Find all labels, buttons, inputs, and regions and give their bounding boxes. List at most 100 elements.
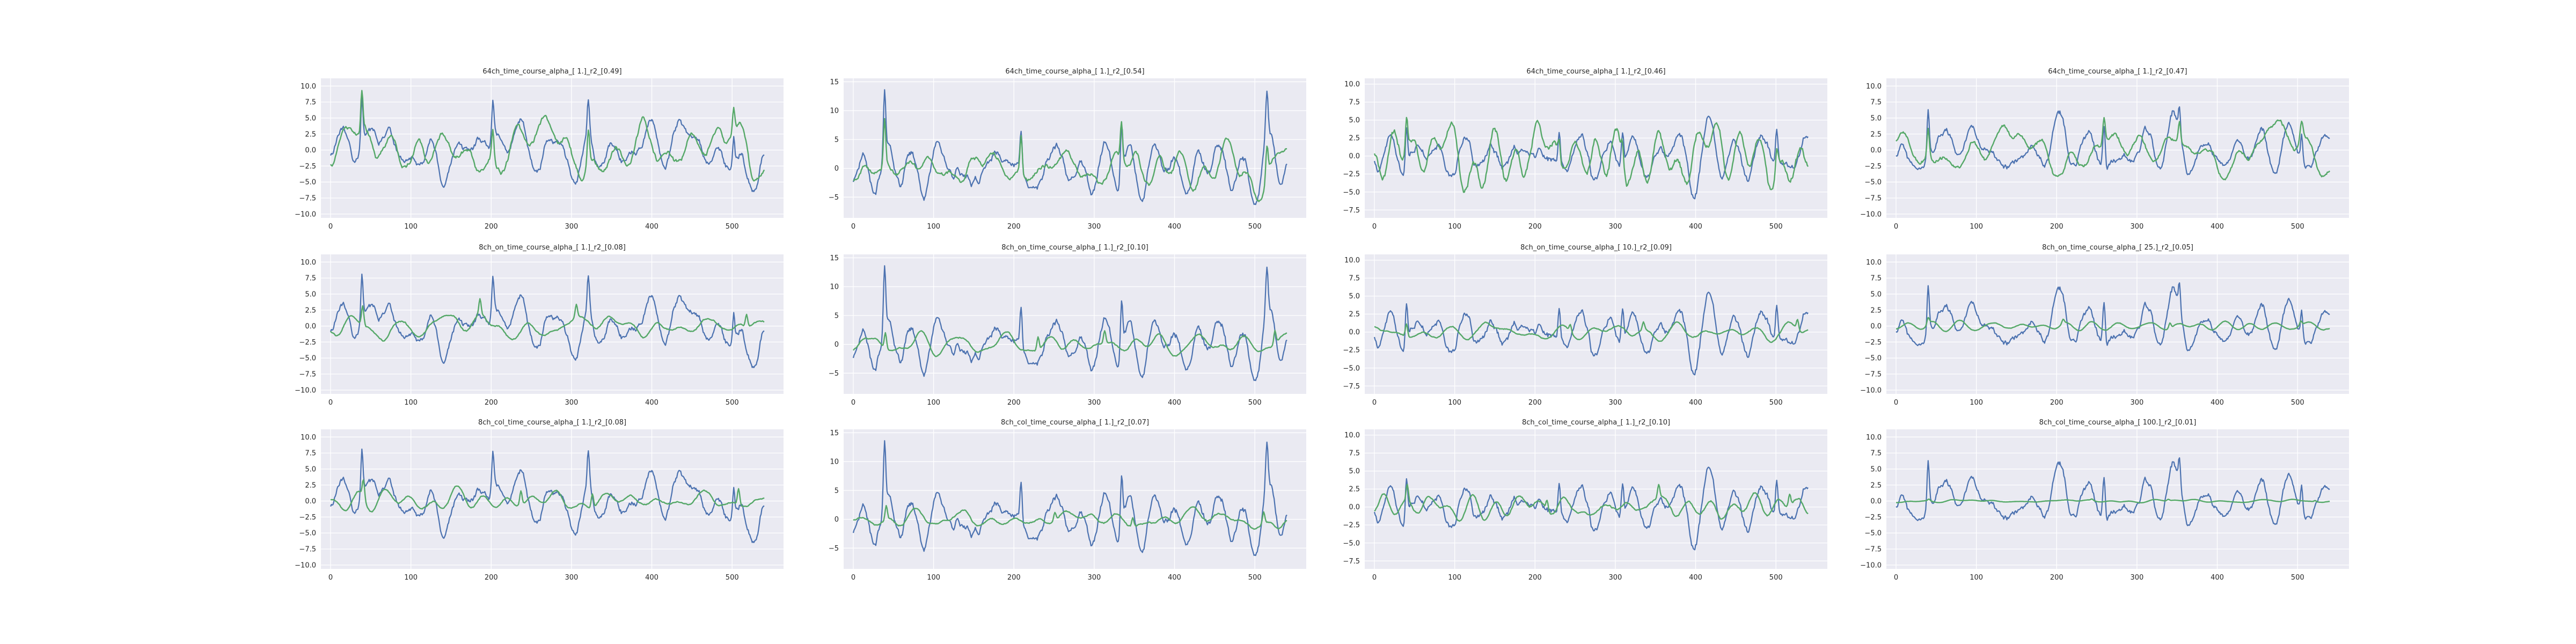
y-tick-label: 10 [830,458,839,466]
y-tick-label: −5.0 [1864,355,1882,363]
x-tick-label: 200 [1528,399,1542,407]
x-tick-label: 500 [2291,574,2304,582]
y-tick-label: 7.5 [1870,275,1882,283]
x-tick-label: 500 [1769,574,1783,582]
subplot-3: 64ch_time_course_alpha_[ 1.]_r2_[0.46] 0 1… [1343,68,1827,231]
x-tick-label: 200 [1007,574,1021,582]
x-tick-label: 100 [1448,399,1461,407]
x-tick-label: 0 [328,574,333,582]
x-tick-label: 200 [485,223,498,231]
y-tick-label: −5.0 [1343,188,1360,196]
y-tick-label: 0 [835,341,839,349]
series-line-blue [1373,466,1809,551]
y-tick-label: 0 [835,165,839,173]
subplot-2: 64ch_time_course_alpha_[ 1.]_r2_[0.54] 0 1… [829,68,1306,231]
plot-area [321,429,784,569]
y-tick-label: −5 [829,370,839,378]
x-tick-label: 400 [1689,223,1702,231]
series-line-blue [1896,282,2330,352]
x-tick-label: 300 [1088,574,1101,582]
y-tick-label: 7.5 [1870,450,1882,458]
x-tick-label: 300 [1609,223,1622,231]
subplot-8: 8ch_on_time_course_alpha_[ 25.]_r2_[0.05… [1860,244,2349,407]
series-line-blue [330,448,765,543]
y-tick-label: 2.5 [1349,135,1360,143]
y-tick-label: 0.0 [1870,497,1882,506]
y-tick-label: 10.0 [1866,83,1882,91]
x-tick-label: 500 [1769,223,1783,231]
x-tick-label: 0 [1372,399,1377,407]
y-tick-label: 2.5 [305,481,316,489]
x-tick-label: 500 [726,574,739,582]
series-line-green [330,90,765,182]
y-tick-label: −7.5 [299,546,316,554]
x-tick-label: 300 [2131,223,2144,231]
x-tick-label: 200 [2050,399,2063,407]
subplot-10: 8ch_col_time_course_alpha_[ 1.]_r2_[0.07… [829,419,1306,582]
x-tick-label: 0 [328,399,333,407]
y-tick-label: 0.0 [1349,503,1360,511]
y-tick-label: 15 [830,429,839,437]
y-tick-label: 7.5 [305,450,316,458]
y-tick-label: −5.0 [1864,179,1882,187]
subplot-11: 8ch_col_time_course_alpha_[ 1.]_r2_[0.10… [1343,419,1827,582]
y-tick-label: 2.5 [1870,481,1882,489]
y-tick-label: 0.0 [305,323,316,331]
subplot-title: 8ch_col_time_course_alpha_[ 1.]_r2_[0.10… [1522,419,1670,427]
y-tick-label: 7.5 [1349,275,1360,283]
x-tick-label: 500 [2291,223,2304,231]
subplot-4: 64ch_time_course_alpha_[ 1.]_r2_[0.47] 0 1… [1860,68,2349,231]
y-tick-label: 5.0 [1349,467,1360,475]
x-tick-label: 0 [851,399,855,407]
y-tick-label: 5.0 [1870,114,1882,122]
y-tick-label: 2.5 [305,306,316,314]
x-tick-label: 300 [565,399,579,407]
y-tick-label: 5 [835,136,839,144]
x-tick-label: 400 [645,399,658,407]
x-tick-label: 0 [1372,574,1377,582]
x-tick-label: 0 [1894,223,1898,231]
subplot-title: 8ch_col_time_course_alpha_[ 1.]_r2_[0.08… [478,419,626,427]
y-tick-label: 0 [835,516,839,524]
subplot-7: 8ch_on_time_course_alpha_[ 10.]_r2_[0.09… [1343,244,1827,407]
x-tick-label: 500 [726,399,739,407]
x-tick-label: 300 [1609,399,1622,407]
series-line-green [853,118,1287,202]
series-line-green [1374,484,1809,522]
x-tick-label: 500 [1248,574,1262,582]
y-tick-label: 0.0 [1870,323,1882,331]
x-tick-label: 400 [1168,223,1181,231]
x-tick-label: 400 [2211,223,2224,231]
y-tick-label: −7.5 [1864,546,1882,554]
y-tick-label: 5.0 [1870,290,1882,298]
subplot-1: 64ch_time_course_alpha_[ 1.]_r2_[0.49] 0 1… [295,68,784,231]
subplot-9: 8ch_col_time_course_alpha_[ 1.]_r2_[0.08… [295,419,784,582]
x-tick-label: 500 [1248,399,1262,407]
x-tick-label: 100 [927,574,940,582]
x-tick-label: 0 [851,574,855,582]
subplot-6: 8ch_on_time_course_alpha_[ 1.]_r2_[0.10]… [829,244,1306,407]
subplot-title: 64ch_time_course_alpha_[ 1.]_r2_[0.49] [482,68,621,76]
series-line-blue [852,89,1287,206]
x-tick-label: 300 [1088,399,1101,407]
x-tick-label: 500 [1769,399,1783,407]
subplot-title: 64ch_time_course_alpha_[ 1.]_r2_[0.47] [2048,68,2187,76]
subplot-title: 8ch_col_time_course_alpha_[ 1.]_r2_[0.07… [1001,419,1149,427]
x-tick-label: 0 [851,223,855,231]
x-tick-label: 400 [645,574,658,582]
series-line-green [330,479,765,513]
y-tick-label: −10.0 [1860,561,1882,569]
series-line-green [1896,498,2330,503]
y-tick-label: −5.0 [1864,530,1882,538]
x-tick-label: 200 [1528,223,1542,231]
y-tick-label: 10.0 [301,434,316,442]
subplot-title: 64ch_time_course_alpha_[ 1.]_r2_[0.46] [1526,68,1665,76]
x-tick-label: 300 [2131,574,2144,582]
y-tick-label: −2.5 [1864,339,1882,347]
series-line-blue [1896,106,2330,175]
x-tick-label: 300 [2131,399,2144,407]
y-tick-label: 10.0 [1866,259,1882,267]
y-tick-label: −7.5 [1343,207,1360,215]
subplot-title: 8ch_on_time_course_alpha_[ 10.]_r2_[0.09… [1520,244,1672,252]
x-tick-label: 500 [2291,399,2304,407]
